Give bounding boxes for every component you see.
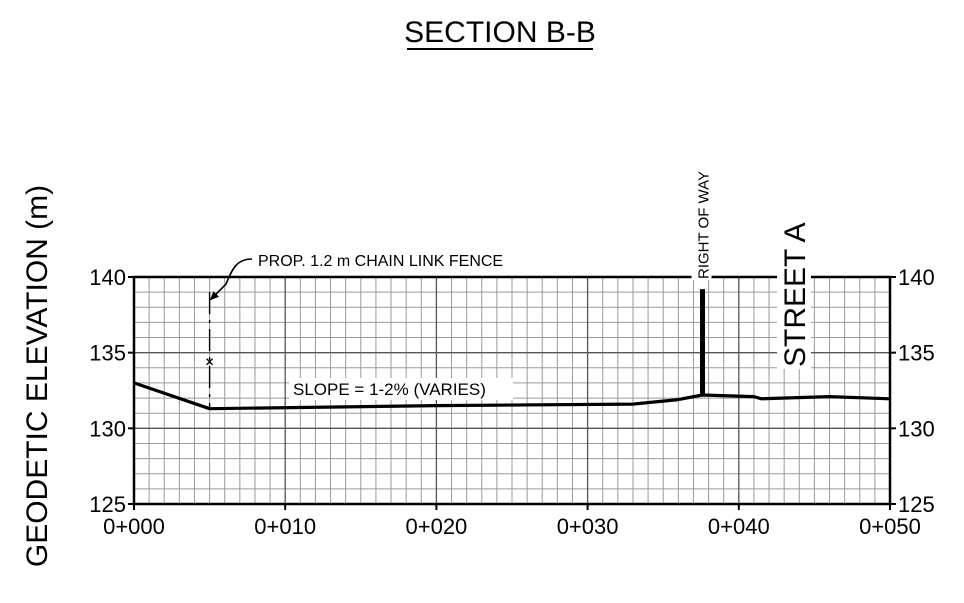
y-tick-label-left: 125	[89, 492, 126, 517]
x-tick-label: 0+000	[103, 514, 165, 539]
right-of-way-label: RIGHT OF WAY	[696, 171, 713, 279]
fence-leader-arrow	[209, 258, 253, 301]
y-tick-label-left: 130	[89, 416, 126, 441]
x-tick-label: 0+010	[254, 514, 316, 539]
tick-labels: 125 125 130 130 135 135 140 140 0+000 0+010 0+020 0…	[89, 265, 934, 539]
y-tick-label-left: 135	[89, 341, 126, 366]
section-title: SECTION B-B	[404, 16, 596, 49]
x-tick-label: 0+030	[557, 514, 619, 539]
x-tick-label: 0+020	[406, 514, 468, 539]
x-tick-label: 0+050	[859, 514, 921, 539]
slope-label-bg	[289, 378, 513, 400]
fence-label: PROP. 1.2 m CHAIN LINK FENCE	[258, 253, 503, 270]
y-tick-label-right: 140	[898, 265, 935, 290]
y-tick-label-left: 140	[89, 265, 126, 290]
street-label-bg	[777, 211, 811, 369]
y-tick-label-right: 135	[898, 341, 935, 366]
profile-layer	[133, 289, 891, 411]
x-tick-label: 0+040	[708, 514, 770, 539]
y-tick-label-right: 130	[898, 416, 935, 441]
y-tick-label-right: 125	[898, 492, 935, 517]
slope-label: SLOPE = 1-2% (VARIES)	[293, 380, 486, 399]
y-axis-title: GEODETIC ELEVATION (m)	[21, 185, 54, 567]
plot-frame	[132, 275, 892, 506]
annotation-layer: PROP. 1.2 m CHAIN LINK FENCE SLOPE = 1-2%…	[209, 170, 812, 400]
ground-profile-line	[133, 381, 891, 411]
right-of-way-label-bg	[691, 170, 712, 280]
street-label: STREET A	[779, 223, 812, 368]
fence-x-marker	[206, 358, 214, 366]
